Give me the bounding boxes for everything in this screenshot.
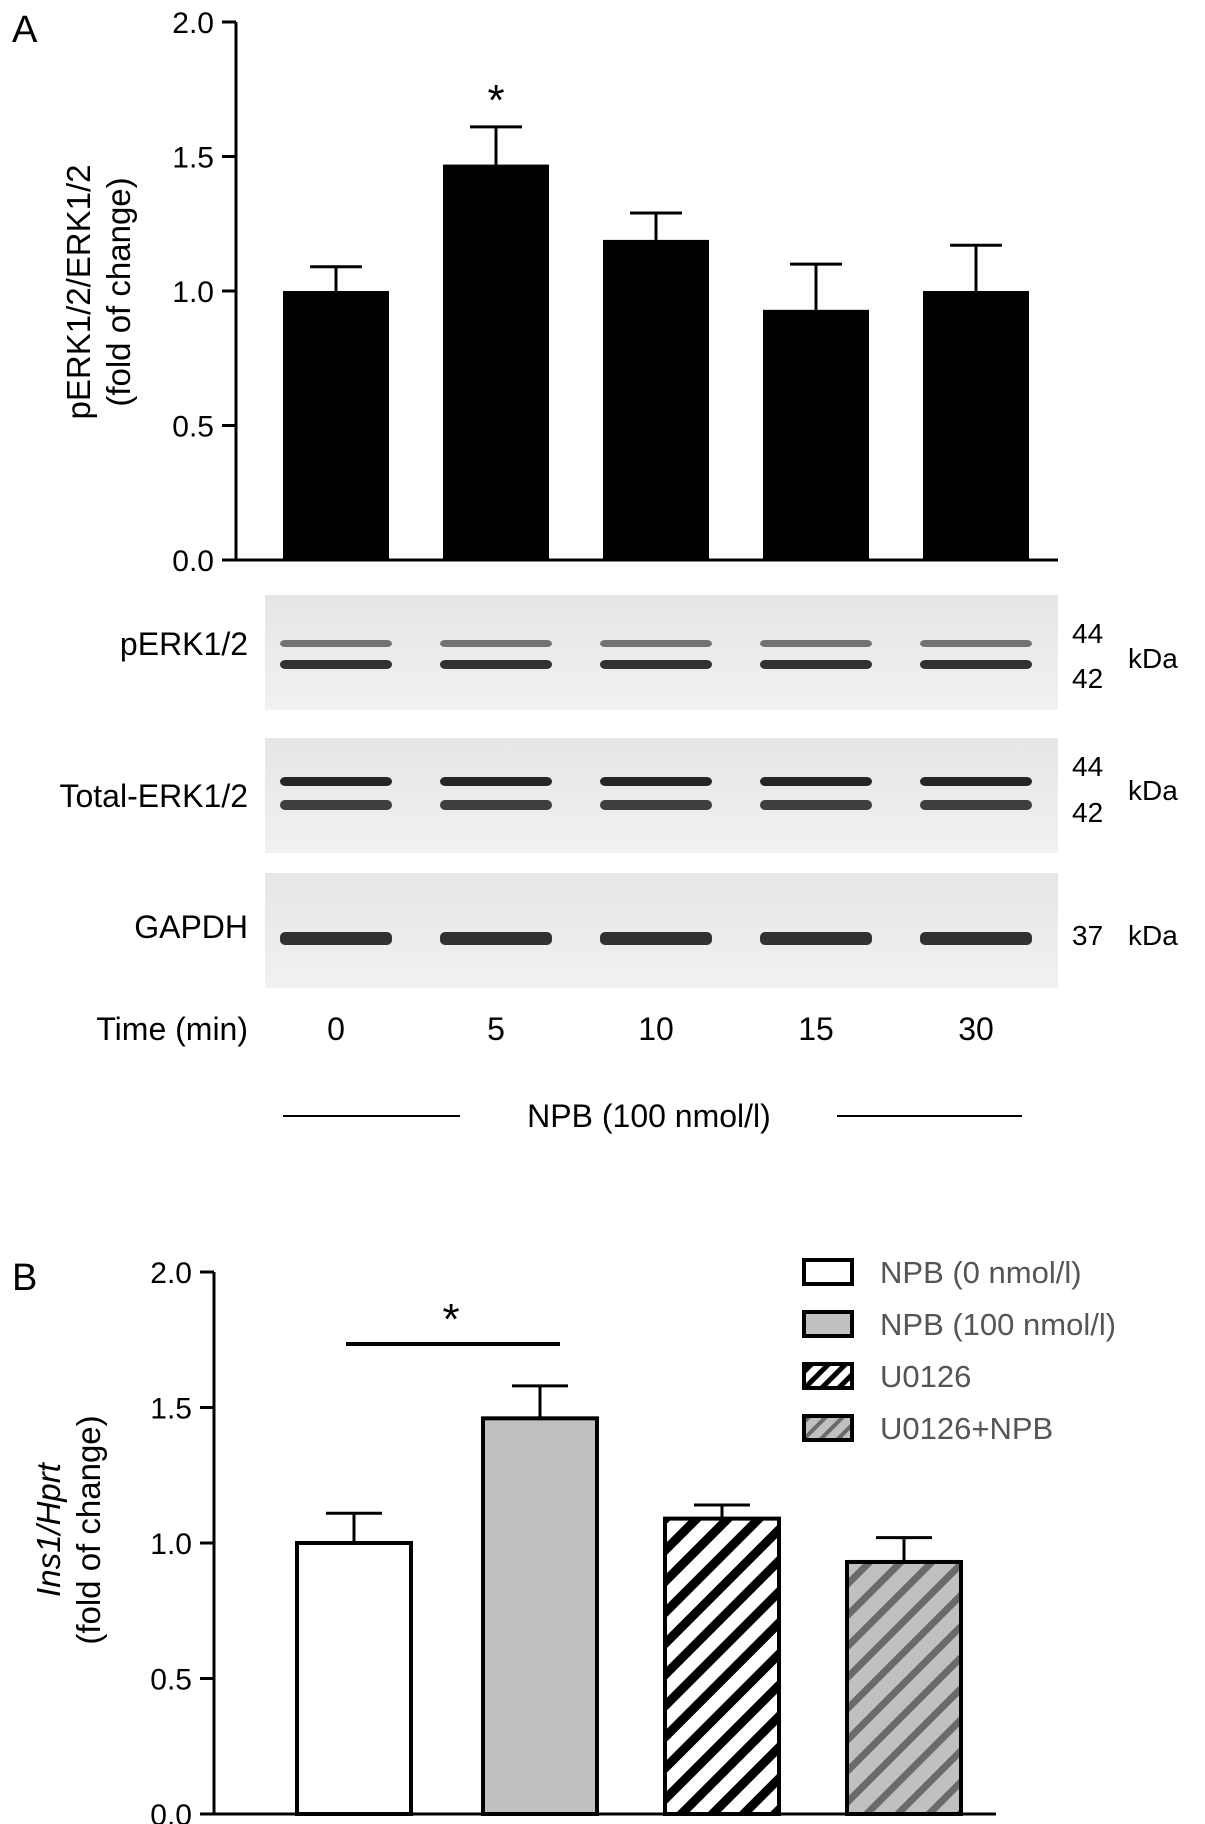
- panel-b-bar-3: [663, 1516, 781, 1816]
- panel-b-bar-2: [481, 1416, 599, 1816]
- panel-a-bar-15: [763, 309, 869, 560]
- panel-a-letter: A: [12, 9, 38, 51]
- blot-perk-strip: [265, 595, 1058, 710]
- blot-band-perk-42: [760, 660, 872, 669]
- blot-band-perk-44: [920, 640, 1032, 647]
- legend-label: U0126+NPB: [880, 1411, 1053, 1446]
- blot-band-gapdh: [760, 932, 872, 945]
- panel-a-significance-mark: *: [487, 76, 504, 125]
- blot-unit-perk: kDa: [1128, 643, 1178, 674]
- blot-total-erk-strip: [265, 738, 1058, 853]
- panel-b-y-tick-label: 1.5: [150, 1393, 192, 1426]
- legend-label: NPB (0 nmol/l): [880, 1255, 1082, 1290]
- panel-a-bar-30: [923, 291, 1029, 560]
- blot-band-gapdh: [600, 932, 712, 945]
- panel-b-y-axis-label: Ins1/Hprt: [30, 1461, 67, 1597]
- blot-gapdh-strip: [265, 873, 1058, 988]
- legend-label: NPB (100 nmol/l): [880, 1307, 1116, 1342]
- blot-unit-gapdh: kDa: [1128, 920, 1178, 951]
- panel-a-bar-0: [283, 291, 389, 560]
- blot-band-gapdh: [280, 932, 392, 945]
- panel-a-y-tick-label: 1.0: [172, 276, 214, 309]
- blot-row-label-perk: pERK1/2: [120, 626, 248, 662]
- panel-a-bar-5: [443, 164, 549, 560]
- legend-swatch: [802, 1362, 854, 1390]
- blot-band-perk-42: [920, 660, 1032, 669]
- blot-band-total-44: [440, 777, 552, 786]
- panel-b-bar-4: [845, 1559, 963, 1816]
- legend-swatch: [802, 1310, 854, 1338]
- blot-band-total-42: [600, 800, 712, 810]
- time-tick-label: 30: [958, 1011, 994, 1047]
- legend-label: U0126: [880, 1359, 971, 1394]
- panel-b-y-tick-label: 2.0: [150, 1257, 192, 1290]
- blot-band-total-44: [280, 777, 392, 786]
- blot-marker-perk-42: 42: [1072, 663, 1103, 694]
- panel-b-y-tick-label: 0.5: [150, 1664, 192, 1697]
- blot-unit-total: kDa: [1128, 775, 1178, 806]
- blot-marker-gapdh-37: 37: [1072, 920, 1103, 951]
- legend-swatch: [802, 1414, 854, 1442]
- blot-band-perk-42: [600, 660, 712, 669]
- blot-band-perk-44: [280, 640, 392, 647]
- panel-b-y-axis-label-unit: (fold of change): [70, 1415, 107, 1644]
- blot-band-perk-42: [440, 660, 552, 669]
- panel-a-bar-10: [603, 239, 709, 560]
- legend-swatch: [802, 1258, 854, 1286]
- panel-a-y-tick-label: 0.0: [172, 545, 214, 578]
- blot-band-total-42: [920, 800, 1032, 810]
- blot-row-label-total-erk: Total-ERK1/2: [59, 778, 248, 814]
- panel-b-bars: *: [295, 1295, 963, 1816]
- panel-b-y-tick-label: 0.0: [150, 1799, 192, 1824]
- blot-band-total-44: [600, 777, 712, 786]
- treatment-label: NPB (100 nmol/l): [527, 1098, 771, 1134]
- blot-marker-total-42: 42: [1072, 797, 1103, 828]
- blot-row-label-gapdh: GAPDH: [134, 909, 248, 945]
- blot-band-perk-44: [760, 640, 872, 647]
- time-tick-label: 0: [327, 1011, 345, 1047]
- panel-a: A 0.0 0.5 1.0 1.5 2.0 pERK1/2/ERK1/2 (fold o…: [12, 7, 1178, 1134]
- panel-a-y-tick-label: 1.5: [172, 142, 214, 175]
- panel-b-bar-1: [295, 1541, 413, 1816]
- blot-band-perk-44: [440, 640, 552, 647]
- panel-b-letter: B: [12, 1257, 37, 1299]
- panel-b-significance-mark: *: [442, 1295, 459, 1344]
- panel-b-legend: NPB (0 nmol/l) NPB (100 nmol/l) U0126 U0126…: [802, 1255, 1116, 1446]
- blot-band-total-44: [920, 777, 1032, 786]
- blot-band-perk-44: [600, 640, 712, 647]
- panel-a-y-axis-label: pERK1/2/ERK1/2: [60, 165, 97, 420]
- blot-marker-perk-44: 44: [1072, 618, 1103, 649]
- blot-band-total-42: [760, 800, 872, 810]
- time-tick-label: 10: [638, 1011, 674, 1047]
- blot-band-gapdh: [920, 932, 1032, 945]
- panel-a-y-axis-label-unit: (fold of change): [100, 177, 137, 406]
- western-blot: pERK1/2 Total-ERK1/2 GAPDH 44 42 kDa 44 …: [59, 595, 1178, 988]
- blot-band-total-44: [760, 777, 872, 786]
- blot-band-total-42: [280, 800, 392, 810]
- blot-band-gapdh: [440, 932, 552, 945]
- blot-marker-total-44: 44: [1072, 751, 1103, 782]
- time-tick-label: 5: [487, 1011, 505, 1047]
- panel-a-y-tick-label: 2.0: [172, 7, 214, 40]
- blot-band-total-42: [440, 800, 552, 810]
- time-tick-label: 15: [798, 1011, 834, 1047]
- panel-a-bars: *: [283, 76, 1029, 560]
- panel-b: B 0.0 0.5 1.0 1.5 2.0 Ins1/Hprt (fold of cha…: [12, 1255, 1116, 1824]
- panel-a-y-tick-label: 0.5: [172, 411, 214, 444]
- time-axis-label: Time (min): [96, 1011, 248, 1047]
- panel-b-y-tick-label: 1.0: [150, 1528, 192, 1561]
- blot-band-perk-42: [280, 660, 392, 669]
